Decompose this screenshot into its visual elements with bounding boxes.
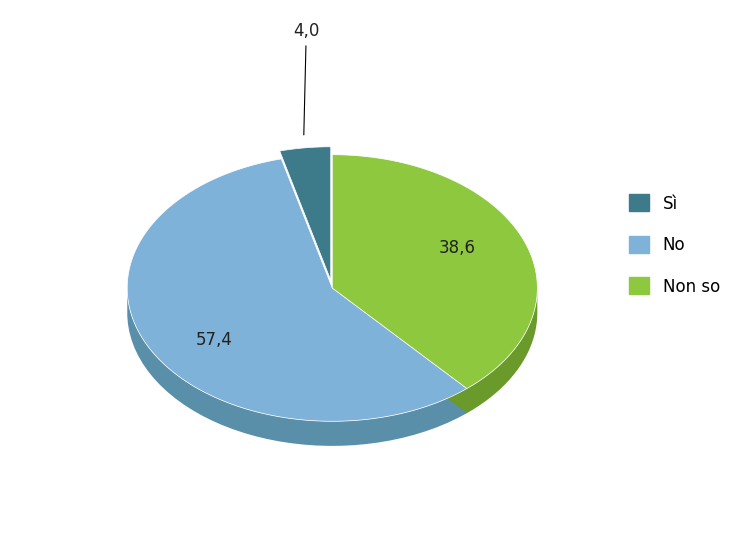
Polygon shape [127,159,467,421]
Polygon shape [467,287,537,413]
Polygon shape [332,288,467,413]
Polygon shape [127,292,467,446]
Text: 38,6: 38,6 [439,240,475,257]
Polygon shape [332,155,537,388]
Polygon shape [279,147,330,280]
Polygon shape [332,288,467,413]
Text: 57,4: 57,4 [196,332,233,349]
Legend: Sì, No, Non so: Sì, No, Non so [623,188,726,302]
Text: 4,0: 4,0 [293,22,319,135]
